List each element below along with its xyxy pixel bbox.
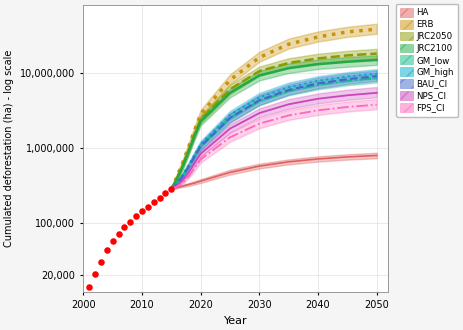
Point xyxy=(132,214,140,219)
Y-axis label: Cumulated deforestation (ha) - log scale: Cumulated deforestation (ha) - log scale xyxy=(4,50,14,247)
Point xyxy=(97,259,105,265)
Point xyxy=(103,248,111,253)
Point xyxy=(115,231,122,236)
X-axis label: Year: Year xyxy=(224,316,248,326)
Point xyxy=(138,209,146,214)
Point xyxy=(144,204,151,210)
Point xyxy=(109,239,116,244)
Point xyxy=(156,195,163,200)
Point xyxy=(91,271,99,276)
Point xyxy=(121,224,128,230)
Point xyxy=(126,219,134,224)
Point xyxy=(86,284,93,289)
Legend: HA, ERB, JRC2050, JRC2100, GM_low, GM_high, BAU_CI, NPS_CI, FPS_CI: HA, ERB, JRC2050, JRC2100, GM_low, GM_hi… xyxy=(396,4,458,117)
Point xyxy=(168,187,175,192)
Point xyxy=(150,200,157,205)
Point xyxy=(162,191,169,196)
